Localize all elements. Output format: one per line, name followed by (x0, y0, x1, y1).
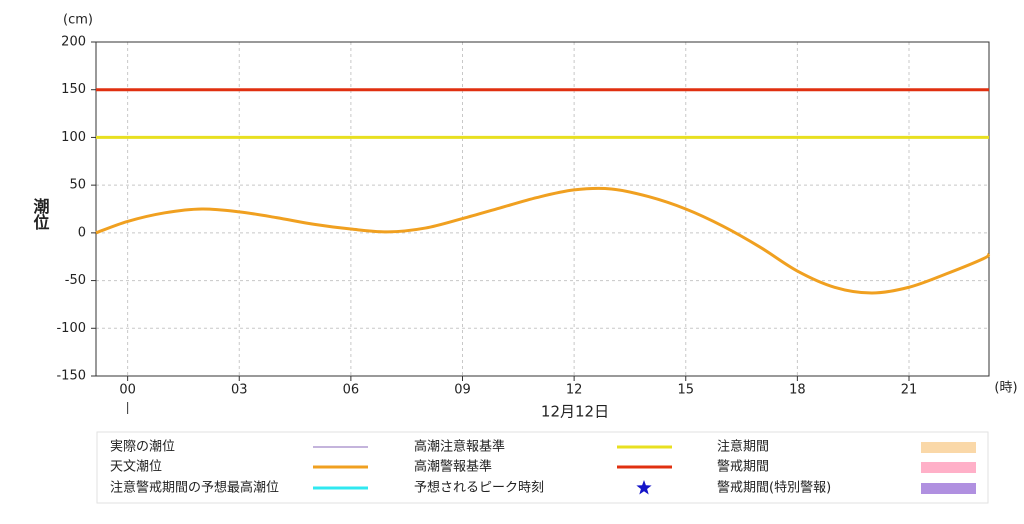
x-tick-label: 09 (454, 383, 471, 398)
x-tick-label: 21 (901, 383, 918, 398)
legend-label: 天文潮位 (110, 460, 162, 475)
legend-swatch (921, 483, 976, 494)
x-tick-label: 00 (119, 383, 136, 398)
date-label: 12月12日 (541, 403, 609, 421)
y-tick-label: -50 (65, 273, 86, 288)
legend-label: 高潮注意報基準 (414, 439, 505, 455)
x-tick-label: 12 (566, 383, 583, 398)
x-tick-label: 15 (677, 383, 694, 398)
tide-line (95, 186, 991, 295)
x-unit: (時) (994, 381, 1017, 396)
plot-frame (95, 41, 990, 377)
legend-label: 警戒期間 (717, 459, 769, 475)
legend-swatch (921, 442, 976, 453)
y-tick-label: -100 (56, 321, 86, 336)
legend-label: 注意期間 (717, 439, 769, 455)
y-tick-label: 200 (61, 35, 86, 50)
legend-label: 注意警戒期間の予想最高潮位 (110, 480, 279, 496)
legend-label: 警戒期間(特別警報) (717, 480, 831, 496)
x-tick-label: 18 (789, 383, 806, 398)
legend-label: 予想されるピーク時刻 (414, 480, 544, 496)
legend-label: 実際の潮位 (110, 439, 175, 455)
x-tick-label: 06 (343, 383, 360, 398)
legend-box (96, 431, 989, 504)
legend-swatch (636, 480, 652, 495)
y-tick-label: 50 (69, 178, 86, 193)
y-tick-label: 0 (78, 225, 86, 240)
x-tick-label: 03 (231, 383, 248, 398)
legend-label: 高潮警報基準 (414, 459, 492, 475)
y-unit: (cm) (63, 13, 93, 28)
y-tick-label: 150 (61, 82, 86, 97)
y-axis-title: 潮位 (31, 197, 50, 231)
y-tick-label: 100 (61, 130, 86, 145)
y-tick-label: -150 (56, 369, 86, 384)
legend-swatch (921, 462, 976, 473)
